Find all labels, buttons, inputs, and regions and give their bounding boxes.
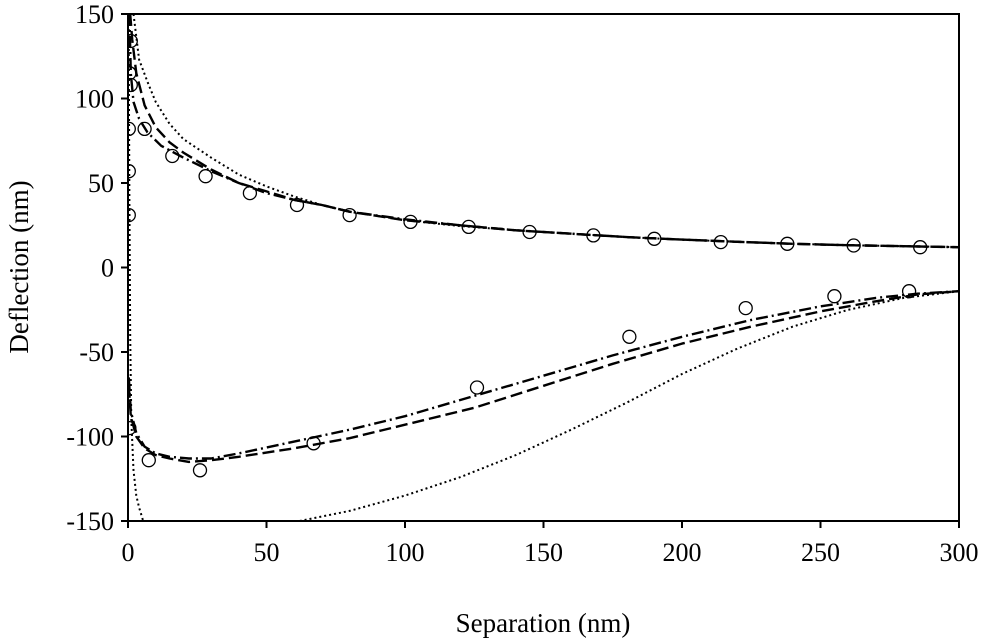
y-tick-label: 50 [88, 169, 114, 198]
data-point-marker [141, 453, 156, 468]
data-point-marker [128, 77, 138, 93]
plot-area-frame [127, 13, 960, 522]
x-tick-label: 50 [254, 538, 280, 567]
data-point-marker [622, 329, 637, 344]
x-tick-label: 0 [122, 538, 135, 567]
data-point-marker [289, 197, 305, 213]
y-tick-label: -150 [66, 507, 114, 536]
data-point-marker [128, 66, 137, 81]
series-line-dotted-7 [299, 290, 959, 521]
x-tick-label: 250 [801, 538, 840, 567]
x-tick-label: 150 [524, 538, 563, 567]
y-tick-label: 150 [75, 0, 114, 29]
x-tick-label: 200 [663, 538, 702, 567]
plot-content [128, 14, 959, 521]
series-line-dotted-3 [132, 14, 959, 249]
x-tick-label: 300 [940, 538, 979, 567]
y-tick-label: 0 [101, 254, 114, 283]
y-tick-label: -50 [79, 338, 114, 367]
series-line-dash-dot-5 [128, 290, 959, 460]
data-point-marker [469, 380, 485, 395]
data-point-marker [827, 289, 842, 304]
y-tick-label: -100 [66, 423, 114, 452]
data-point-marker [137, 121, 152, 137]
series-line-dashed-1 [129, 14, 959, 249]
data-point-marker [342, 207, 357, 223]
data-point-marker [165, 148, 180, 164]
x-tick-label: 100 [386, 538, 425, 567]
y-tick-label: 100 [75, 85, 114, 114]
series-line-dashed-4 [128, 290, 959, 464]
series-line-dotted-6 [128, 14, 145, 521]
y-axis-label: Deflection (nm) [4, 180, 34, 353]
data-point-marker [198, 169, 213, 184]
data-point-marker [192, 463, 208, 478]
axis-ticks: 0 50 100 150 200 250 300 -150 -100 -50 0 50 100 150 [66, 0, 978, 567]
series-line-dash-dot-2 [128, 14, 959, 249]
data-point-marker [738, 300, 753, 316]
x-axis-label: Separation (nm) [456, 608, 631, 638]
